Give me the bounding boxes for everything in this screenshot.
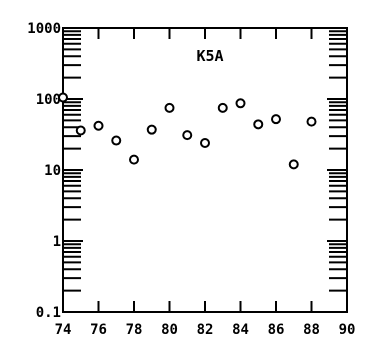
y-tick-label: 1000: [27, 21, 61, 37]
data-point: [217, 102, 228, 113]
y-tick-label: 100: [36, 92, 61, 108]
data-point: [111, 135, 122, 146]
data-point: [146, 124, 157, 135]
data-point: [253, 119, 264, 130]
data-point: [288, 159, 299, 170]
data-point: [129, 154, 139, 165]
x-tick-label: 86: [268, 322, 285, 338]
left-minor-ticks: [63, 30, 83, 313]
x-ticks: [62, 28, 348, 312]
x-tick-label: 80: [161, 322, 178, 338]
x-tick-label: 74: [55, 322, 72, 338]
x-tick-label: 88: [303, 322, 320, 338]
y-tick-labels: 0.1 1 10 100 1000: [27, 21, 61, 321]
right-minor-ticks: [327, 30, 347, 313]
data-point: [306, 116, 317, 127]
x-tick-label: 84: [232, 322, 249, 338]
y-tick-label: 10: [44, 163, 61, 179]
x-tick-label: 82: [197, 322, 214, 338]
x-tick-label: 90: [339, 322, 356, 338]
data-point: [58, 92, 68, 103]
data-points: [58, 92, 317, 170]
data-point: [93, 120, 104, 131]
x-tick-label: 78: [126, 322, 143, 338]
data-point: [235, 98, 246, 109]
data-point: [200, 138, 210, 149]
chart-title: K5A: [196, 47, 223, 65]
data-point: [271, 114, 281, 125]
y-tick-label: 0.1: [36, 305, 61, 321]
x-tick-labels: 74 76 78 80 82 84 86 88 90: [55, 322, 356, 338]
x-tick-label: 76: [90, 322, 107, 338]
data-point: [164, 102, 175, 113]
data-point: [182, 130, 193, 141]
data-point: [75, 125, 86, 136]
y-tick-label: 1: [53, 234, 61, 250]
plot-frame: [62, 27, 348, 313]
